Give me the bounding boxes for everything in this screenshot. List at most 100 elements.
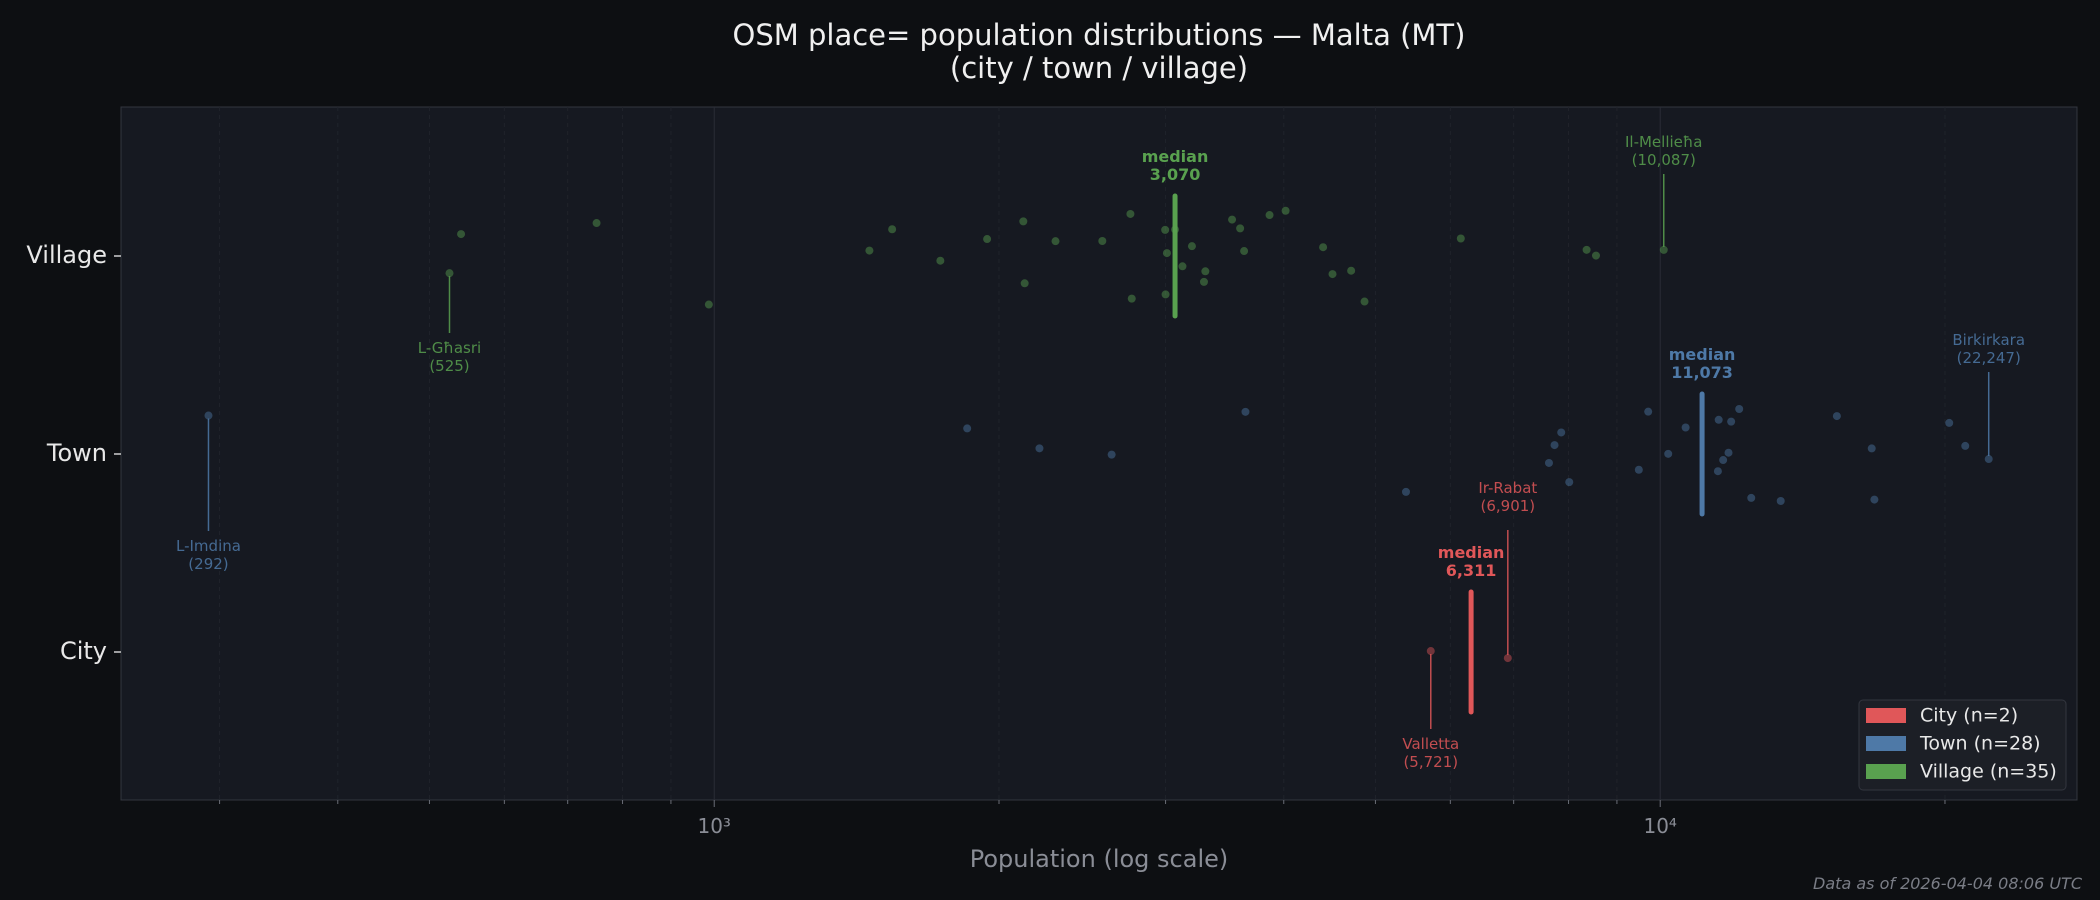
town-point (1107, 450, 1116, 459)
town-point (1727, 417, 1736, 426)
min-annotation-value: (292) (188, 555, 228, 573)
village-point (888, 225, 897, 234)
town-point (1719, 456, 1728, 465)
village-point (1162, 249, 1171, 258)
town-point (1713, 467, 1722, 476)
village-point (865, 246, 874, 255)
legend-swatch-village (1866, 764, 1906, 779)
village-point (1051, 237, 1060, 246)
village-point (1201, 267, 1210, 276)
village-point (1126, 209, 1135, 218)
median-value: 11,073 (1671, 363, 1733, 382)
town-point (1544, 458, 1553, 467)
chart-subtitle: (city / town / village) (950, 51, 1248, 85)
village-point (1228, 215, 1237, 224)
village-point (1019, 217, 1028, 226)
max-annotation-name: Birkirkara (1952, 331, 2025, 349)
legend: City (n=2) Town (n=28) Village (n=35) (1858, 699, 2067, 791)
city-point (1503, 654, 1512, 663)
y-axis: City Town Village (26, 241, 121, 665)
village-point (1456, 234, 1465, 243)
legend-label-city: City (n=2) (1920, 705, 2018, 727)
x-axis-label: Population (log scale) (970, 845, 1229, 873)
data-marks: median6,311Valletta(5,721)Ir-Rabat(6,901… (176, 133, 2025, 771)
median-value: 3,070 (1150, 165, 1201, 184)
legend-swatch-town (1866, 736, 1906, 751)
town-point (1550, 441, 1559, 450)
legend-label-town: Town (n=28) (1919, 733, 2041, 755)
y-tick-label: Town (46, 439, 107, 467)
village-point (1281, 206, 1290, 215)
village-point (1178, 262, 1187, 271)
x-tick-label: 10⁴ (1643, 814, 1676, 838)
village-point (983, 235, 992, 244)
town-point (1961, 441, 1970, 450)
median-label: median (1142, 147, 1209, 166)
village-point (1265, 211, 1274, 220)
x-tick-label: 10³ (697, 814, 730, 838)
legend-label-village: Village (n=35) (1920, 761, 2057, 783)
town-point (1681, 423, 1690, 432)
max-annotation-value: (6,901) (1480, 497, 1535, 515)
village-point (592, 219, 601, 228)
max-annotation-name: Il-Mellieħa (1625, 133, 1703, 151)
town-point (1401, 487, 1410, 496)
chart-title: OSM place= population distributions — Ma… (733, 18, 1466, 52)
village-point (704, 300, 713, 309)
town-point (1832, 412, 1841, 421)
town-point (1634, 465, 1643, 474)
village-point (1199, 277, 1208, 286)
town-point (1714, 415, 1723, 424)
max-annotation-value: (10,087) (1632, 151, 1696, 169)
town-point (1945, 418, 1954, 427)
city-point (1426, 647, 1435, 656)
town-point (1241, 407, 1250, 416)
x-axis: 10³ 10⁴ (697, 814, 1676, 838)
village-point (1020, 279, 1029, 288)
min-annotation-name: L-Imdina (176, 537, 241, 555)
grid-lines (219, 107, 1946, 807)
town-point (1776, 496, 1785, 505)
village-point (1161, 290, 1170, 299)
town-point (1724, 448, 1733, 457)
y-tick-label: Village (26, 241, 107, 269)
plot-area (120, 106, 2078, 801)
village-point (457, 230, 466, 239)
y-tick-label: City (60, 637, 107, 665)
village-point (1240, 247, 1249, 256)
min-annotation-value: (5,721) (1403, 753, 1458, 771)
footer-timestamp: Data as of 2026-04-04 08:06 UTC (1813, 874, 2083, 893)
legend-box (1858, 699, 2067, 791)
town-point (1867, 444, 1876, 453)
min-annotation-value: (525) (429, 357, 469, 375)
legend-swatch-city (1866, 708, 1906, 723)
min-annotation-name: Valletta (1402, 735, 1459, 753)
town-point (204, 411, 213, 420)
village-point (445, 269, 454, 278)
town-point (1035, 444, 1044, 453)
village-point (1591, 251, 1600, 260)
village-point (1187, 242, 1196, 251)
village-point (1347, 266, 1356, 275)
village-point (1236, 224, 1245, 233)
town-point (1664, 449, 1673, 458)
town-point (1984, 455, 1993, 464)
max-annotation-value: (22,247) (1957, 349, 2021, 367)
median-label: median (1438, 543, 1505, 562)
village-point (1161, 225, 1170, 234)
town-point (1557, 428, 1566, 437)
town-point (1870, 495, 1879, 504)
min-annotation-name: L-Għasri (418, 339, 481, 357)
town-point (1747, 493, 1756, 502)
village-point (1659, 245, 1668, 254)
town-point (1644, 407, 1653, 416)
village-point (1582, 245, 1591, 254)
village-point (1328, 270, 1337, 279)
village-point (936, 256, 945, 265)
max-annotation-name: Ir-Rabat (1478, 479, 1537, 497)
median-label: median (1669, 345, 1736, 364)
village-point (1127, 294, 1136, 303)
town-point (1735, 405, 1744, 414)
town-point (1565, 478, 1574, 487)
